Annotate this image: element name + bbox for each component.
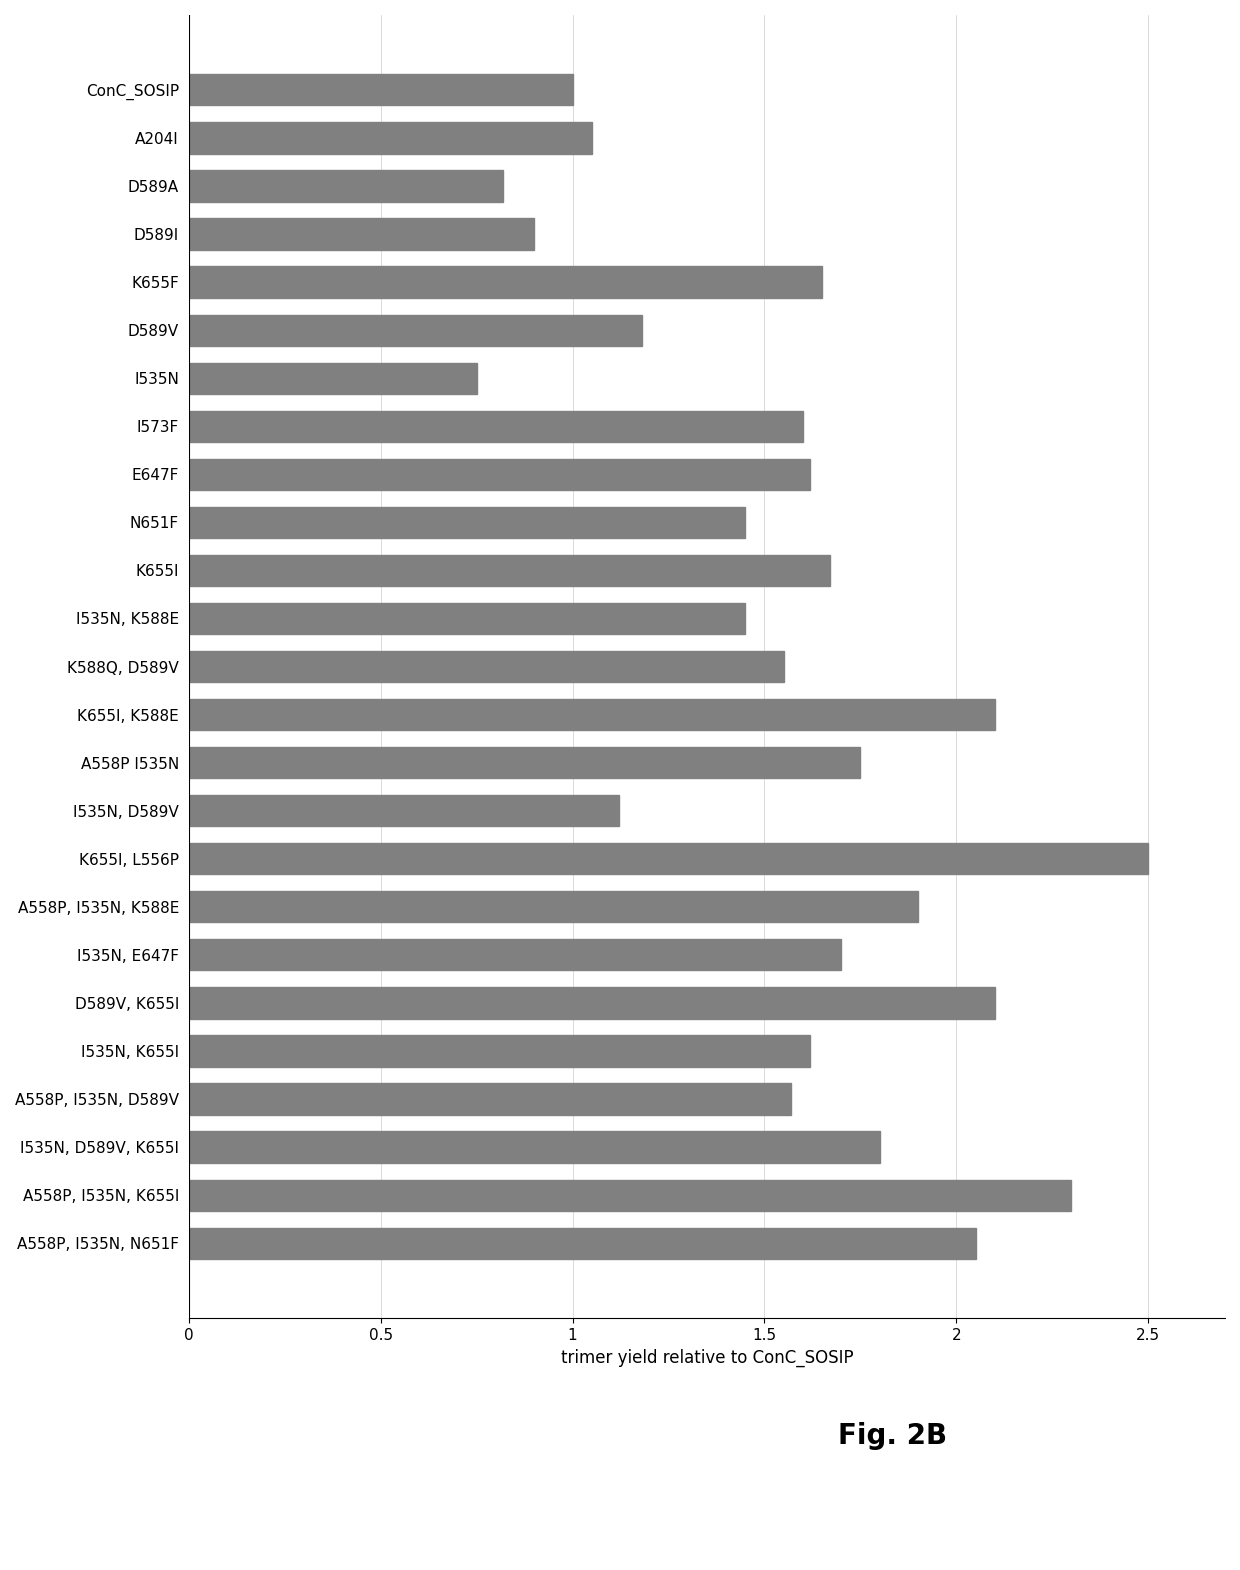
Bar: [188, 652, 784, 681]
Bar: [188, 458, 811, 490]
Bar: [188, 170, 503, 201]
Bar: [188, 1228, 976, 1259]
Bar: [188, 411, 802, 441]
Bar: [188, 314, 641, 345]
Bar: [188, 699, 994, 730]
Bar: [188, 603, 745, 634]
Bar: [188, 1035, 811, 1066]
Bar: [188, 122, 591, 154]
Bar: [188, 939, 841, 970]
Text: Fig. 2B: Fig. 2B: [838, 1422, 947, 1451]
Bar: [188, 1083, 791, 1115]
Bar: [188, 843, 1148, 874]
Bar: [188, 892, 918, 923]
Bar: [188, 554, 830, 586]
Bar: [188, 988, 994, 1019]
Bar: [188, 363, 476, 394]
Bar: [188, 74, 573, 105]
Bar: [188, 267, 822, 298]
Bar: [188, 218, 534, 250]
Bar: [188, 794, 619, 826]
X-axis label: trimer yield relative to ConC_SOSIP: trimer yield relative to ConC_SOSIP: [560, 1349, 853, 1366]
Bar: [188, 507, 745, 539]
Bar: [188, 1132, 879, 1163]
Bar: [188, 747, 861, 779]
Bar: [188, 1179, 1071, 1210]
